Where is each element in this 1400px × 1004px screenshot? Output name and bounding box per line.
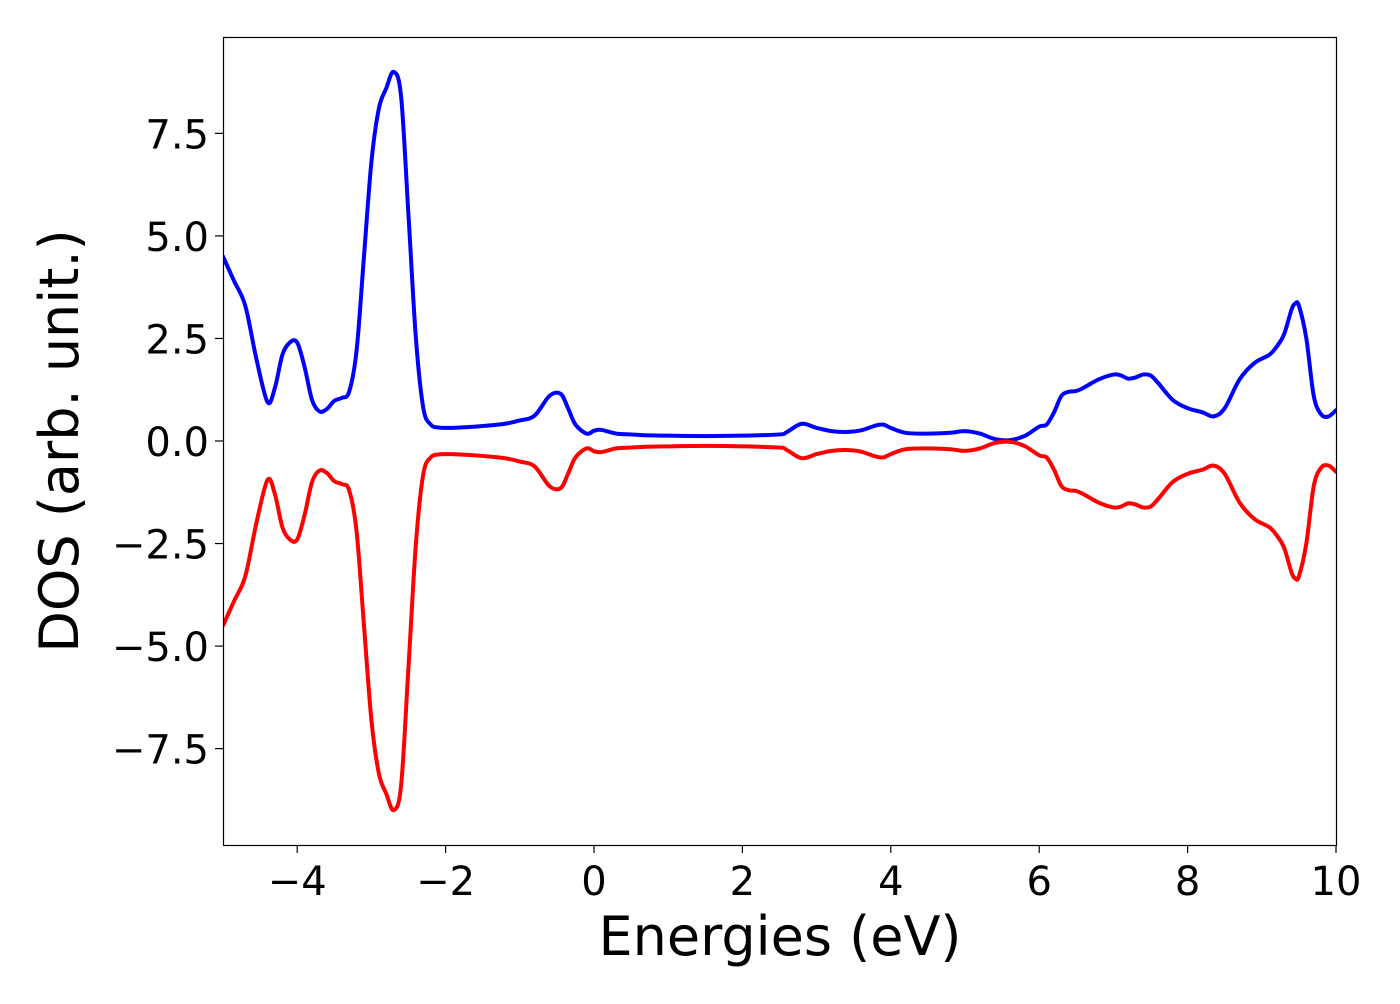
x-tick-label: −4 xyxy=(268,859,327,905)
x-tick-label: 4 xyxy=(878,859,903,905)
y-tick-label: −7.5 xyxy=(112,728,209,774)
x-tick-label: −2 xyxy=(416,859,475,905)
y-tick-label: −2.5 xyxy=(112,523,209,569)
x-tick-label: 0 xyxy=(581,859,606,905)
x-tick-label: 2 xyxy=(730,859,755,905)
x-axis-label: Energies (eV) xyxy=(599,905,962,968)
spin-down-dos-line xyxy=(223,439,1336,813)
plot-frame xyxy=(222,36,1338,847)
y-axis-ticks: 7.5 5.0 2.5 0.0 −2.5 −5.0 −7.5 xyxy=(112,112,223,774)
spin-up-dos-line xyxy=(223,69,1336,443)
x-tick-label: 10 xyxy=(1311,859,1362,905)
x-tick-label: 6 xyxy=(1026,859,1051,905)
y-axis-label: DOS (arb. unit.) xyxy=(28,229,91,652)
x-axis-ticks: −4 −2 0 2 4 6 8 10 xyxy=(268,845,1362,905)
y-tick-label: 2.5 xyxy=(145,317,209,363)
series-layer xyxy=(223,69,1336,813)
y-tick-label: 7.5 xyxy=(145,112,209,158)
y-tick-label: −5.0 xyxy=(112,625,209,671)
x-tick-label: 8 xyxy=(1175,859,1200,905)
y-tick-label: 0.0 xyxy=(145,420,209,466)
y-tick-label: 5.0 xyxy=(145,215,209,261)
